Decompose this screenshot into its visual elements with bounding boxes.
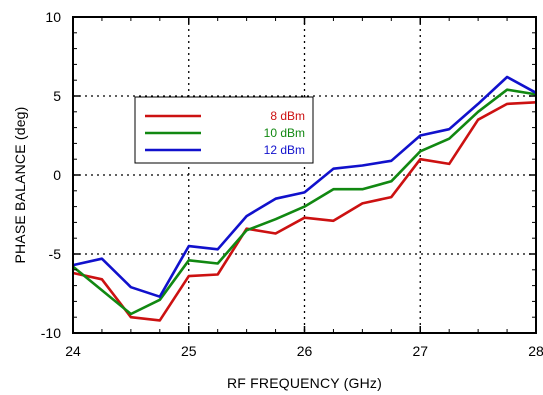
legend-label: 8 dBm: [270, 109, 305, 123]
legend-label: 12 dBm: [264, 143, 305, 157]
y-tick-label: 0: [53, 167, 61, 183]
series-line: [72, 88, 537, 316]
grid-lines: [73, 17, 536, 333]
x-tick-label: 24: [65, 343, 81, 359]
x-tick-label: 27: [412, 343, 428, 359]
y-tick-label: 10: [45, 9, 61, 25]
legend: 8 dBm 10 dBm 12 dBm: [134, 96, 314, 164]
legend-label: 10 dBm: [264, 126, 305, 140]
legend-box: [134, 96, 314, 164]
axis-ticks: [72, 16, 537, 334]
y-axis-title: PHASE BALANCE (deg): [12, 106, 28, 263]
x-tick-label: 26: [297, 343, 313, 359]
series-line: [72, 75, 537, 299]
y-tick-label: -10: [41, 325, 61, 341]
y-tick-label: -5: [49, 246, 62, 262]
series-lines: [72, 75, 537, 322]
y-tick-label: 5: [53, 88, 61, 104]
series-line: [72, 101, 537, 322]
x-tick-label: 25: [181, 343, 197, 359]
x-axis-title: RF FREQUENCY (GHz): [227, 375, 382, 391]
tick-labels: 24 25 26 27 28 -10 -5 0 5 10: [41, 9, 543, 359]
x-tick-label: 28: [528, 343, 543, 359]
